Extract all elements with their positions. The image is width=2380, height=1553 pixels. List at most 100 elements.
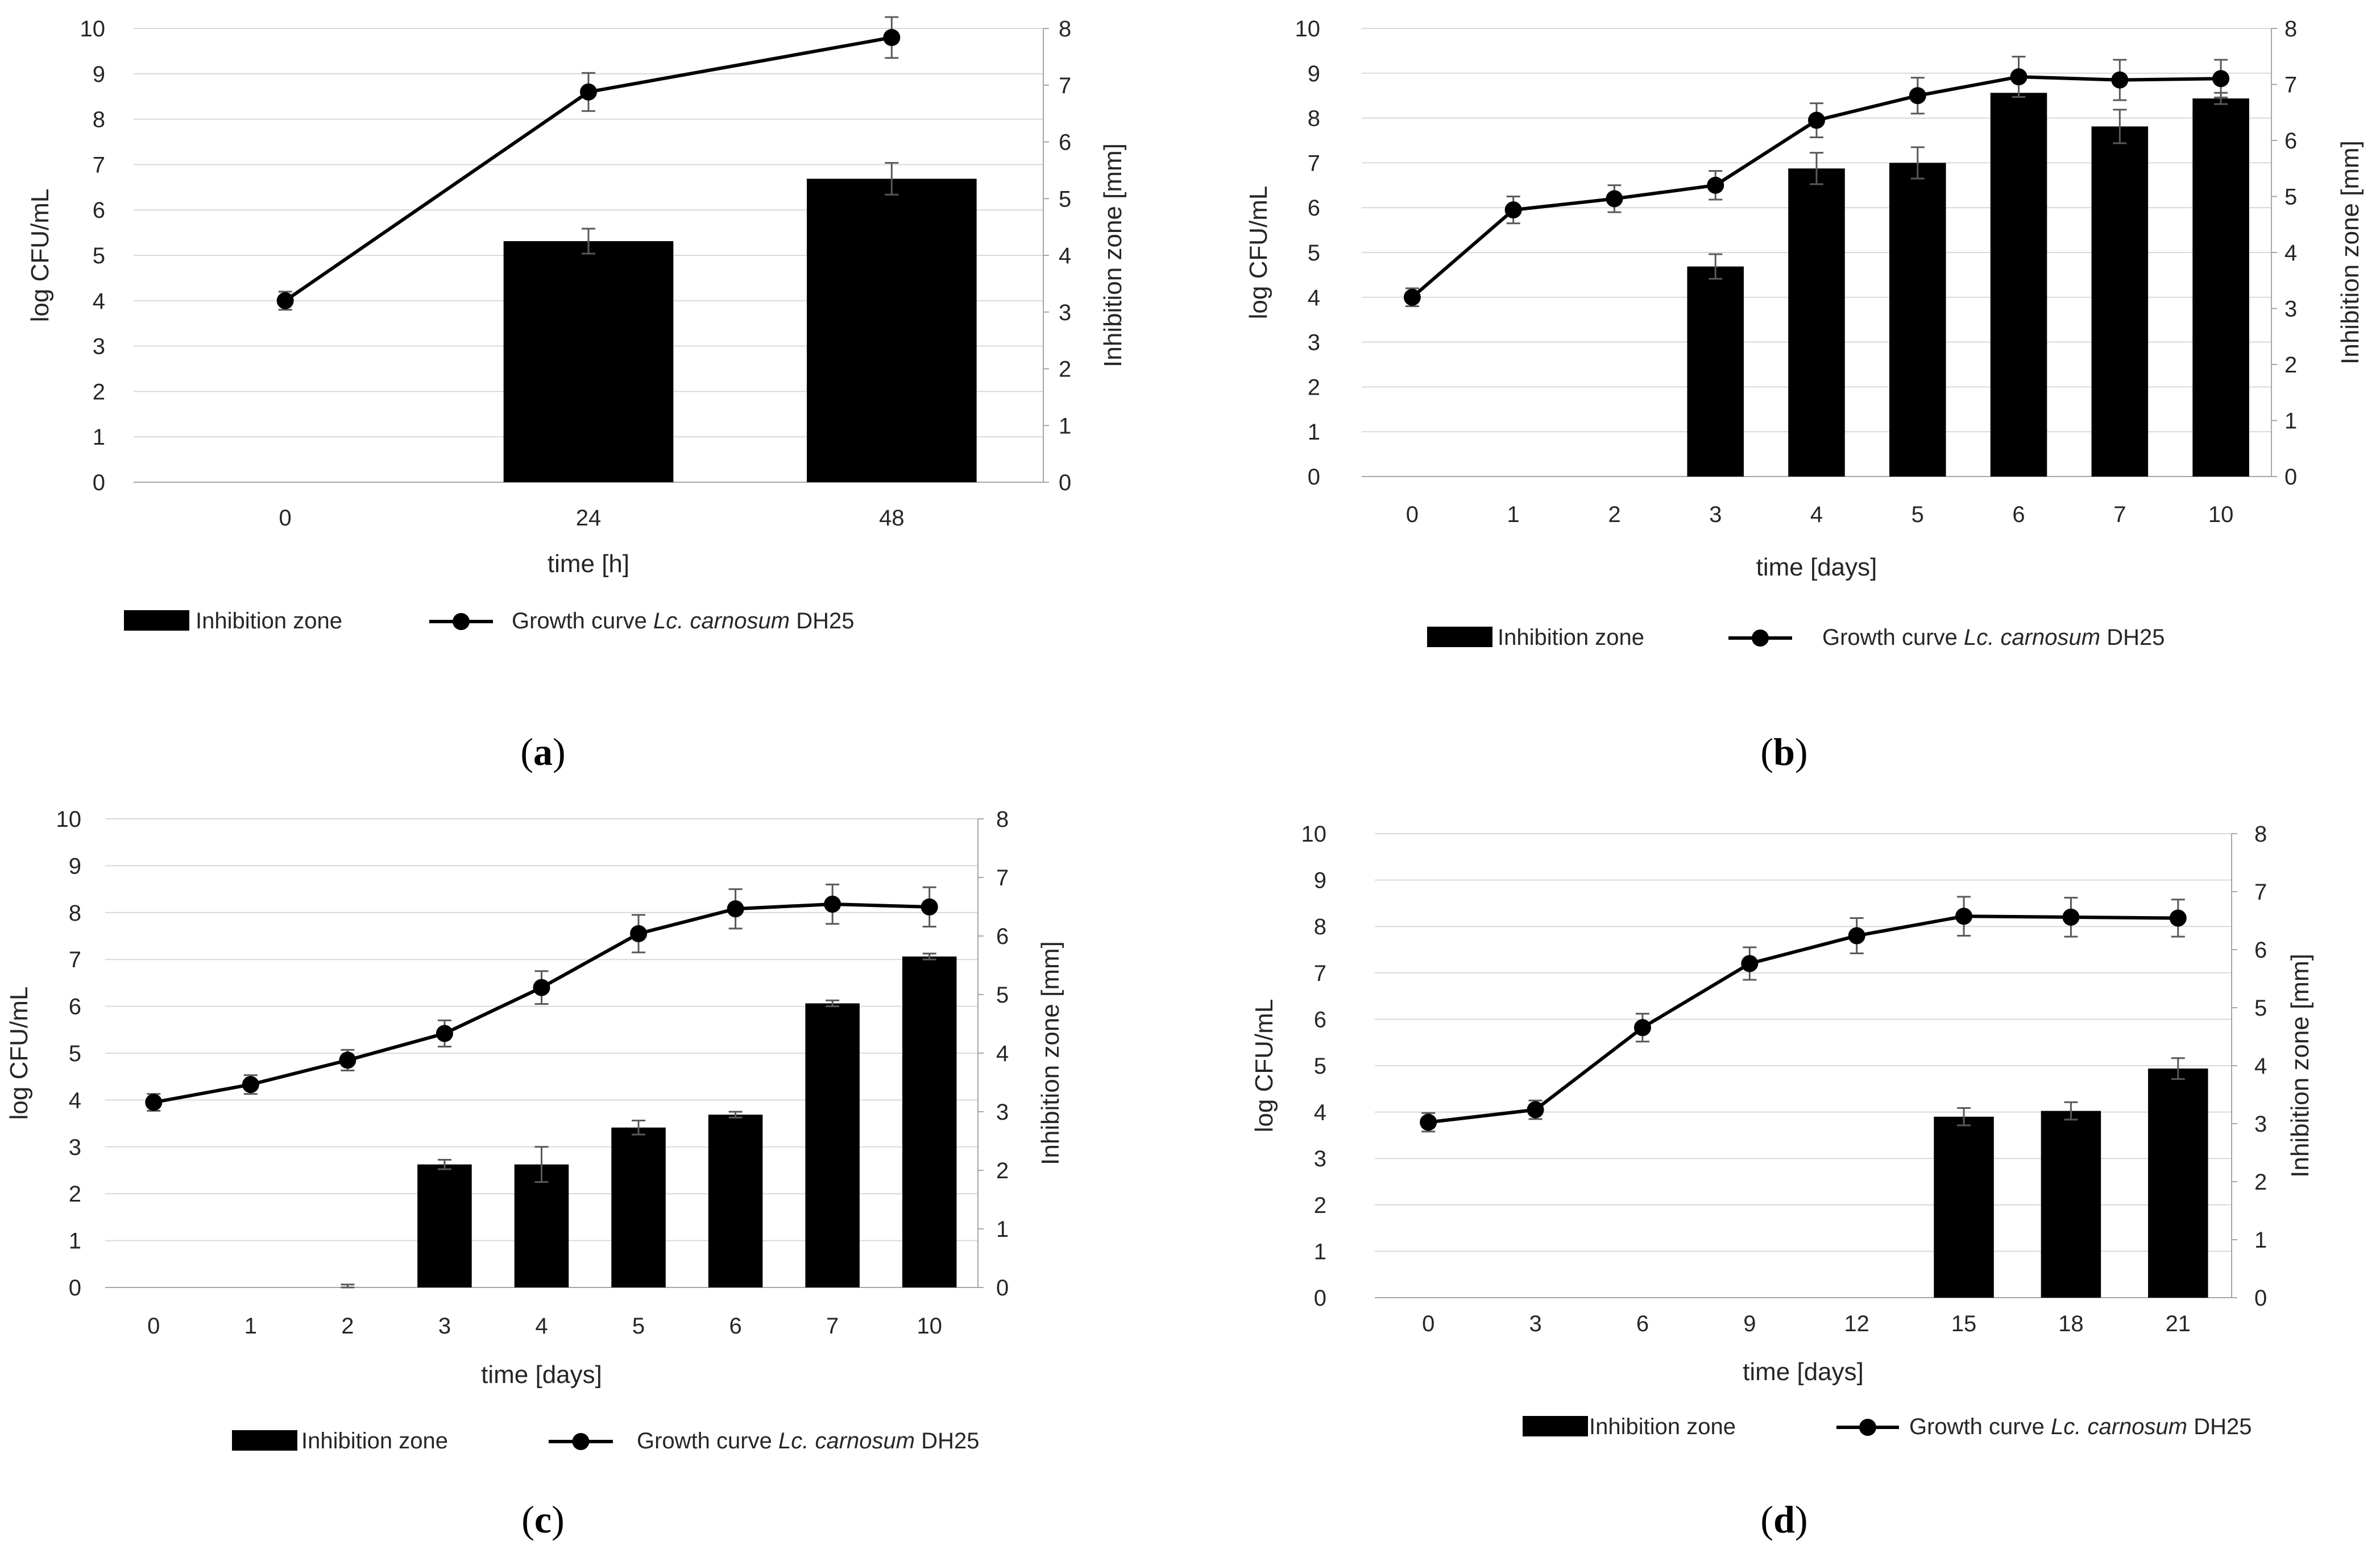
right-tick-label: 2 [2254, 1170, 2267, 1195]
left-tick-label: 7 [69, 947, 81, 972]
growth-curve-line [1428, 914, 2178, 1124]
right-tick-label: 3 [2254, 1112, 2267, 1137]
left-tick-label: 3 [69, 1135, 81, 1160]
left-tick-label: 2 [93, 379, 105, 404]
legend-line-label: Growth curve Lc. carnosum DH25 [512, 608, 854, 633]
right-tick-label: 6 [1059, 130, 1071, 155]
growth-point [533, 979, 550, 996]
right-tick-label: 3 [2284, 297, 2297, 322]
legend-line-marker [453, 613, 470, 630]
right-tick-label: 7 [2254, 880, 2267, 905]
left-tick-label: 6 [69, 995, 81, 1020]
growth-point [883, 28, 901, 46]
left-tick-label: 4 [1308, 285, 1320, 310]
x-tick-label: 7 [826, 1314, 839, 1339]
panel-label-close: ) [1795, 730, 1808, 773]
left-tick-label: 5 [1308, 241, 1320, 266]
left-tick-label: 1 [93, 425, 105, 450]
left-tick-label: 6 [1308, 196, 1320, 221]
right-tick-label: 2 [1059, 357, 1071, 382]
left-tick-label: 8 [69, 901, 81, 926]
x-tick-label: 18 [2058, 1311, 2084, 1336]
x-tick-label: 9 [1743, 1311, 1756, 1336]
panel-label-close: ) [1795, 1498, 1808, 1541]
left-axis-title: log CFU/mL [1250, 999, 1278, 1133]
right-tick-label: 8 [2284, 16, 2297, 42]
bar [2192, 98, 2249, 477]
growth-point [2010, 68, 2027, 86]
bar [1788, 168, 1845, 477]
legend-line-suffix: DH25 [2187, 1414, 2252, 1439]
left-tick-label: 5 [93, 243, 105, 268]
x-tick-label: 1 [1507, 502, 1520, 527]
right-tick-label: 4 [996, 1041, 1009, 1066]
left-tick-label: 1 [69, 1229, 81, 1254]
bar [503, 241, 674, 482]
x-tick-label: 48 [879, 506, 905, 531]
left-tick-label: 7 [1314, 961, 1326, 986]
legend-line-species: Lc. carnosum [653, 608, 790, 633]
legend-line-marker [1752, 630, 1769, 647]
growth-point [1633, 1019, 1651, 1037]
growth-point [276, 292, 294, 309]
legend-line-marker [572, 1433, 590, 1450]
left-tick-label: 2 [1308, 375, 1320, 400]
right-tick-label: 8 [2254, 822, 2267, 847]
left-tick-label: 5 [1314, 1054, 1326, 1079]
bar [1934, 1116, 1994, 1298]
right-tick-label: 7 [2284, 73, 2297, 98]
right-tick-label: 6 [996, 924, 1009, 949]
x-tick-label: 0 [147, 1314, 160, 1339]
chart-panel-b: 0 1 2 3 4 5 6 7 8 9 10 0 1 2 3 4 5 6 7 8 0 1 2 3 4 5 6 7 10 time [day… [1245, 16, 2364, 773]
growth-point [1909, 87, 1926, 105]
right-tick-label: 6 [2284, 129, 2297, 154]
x-tick-label: 5 [1912, 502, 1924, 527]
left-tick-label: 7 [93, 152, 105, 177]
left-tick-label: 10 [1301, 822, 1327, 847]
growth-point [339, 1051, 356, 1069]
left-tick-label: 10 [80, 16, 106, 42]
right-tick-label: 1 [2254, 1228, 2267, 1253]
left-tick-label: 3 [1308, 330, 1320, 355]
left-tick-label: 3 [93, 334, 105, 359]
growth-point [1955, 908, 1973, 925]
left-tick-label: 8 [93, 107, 105, 132]
chart-panel-a: 0 1 2 3 4 5 6 7 8 9 10 0 1 2 3 4 5 6 7 8 0 24 48 time [h] log CF… [26, 16, 1127, 773]
legend-line-marker [1859, 1419, 1876, 1436]
legend-line-prefix: Growth curve [1822, 625, 1964, 650]
right-tick-label: 6 [2254, 938, 2267, 963]
right-tick-label: 7 [1059, 73, 1071, 98]
x-tick-label: 0 [279, 506, 292, 531]
growth-point [436, 1025, 453, 1042]
bar [2148, 1069, 2208, 1298]
growth-point [1504, 201, 1522, 219]
x-tick-label: 4 [1810, 502, 1823, 527]
bar [807, 179, 977, 482]
left-tick-label: 3 [1314, 1146, 1326, 1171]
panel-label-close: ) [553, 730, 566, 773]
x-tick-label: 3 [1709, 502, 1722, 527]
left-tick-label: 1 [1314, 1239, 1326, 1264]
growth-point [1606, 190, 1623, 208]
right-axis-title: Inhibition zone [mm] [1036, 941, 1064, 1165]
growth-point [921, 898, 938, 916]
x-tick-label: 6 [1636, 1311, 1649, 1336]
legend-line-label: Growth curve Lc. carnosum DH25 [1822, 625, 2165, 650]
legend-line-label: Growth curve Lc. carnosum DH25 [637, 1428, 979, 1453]
growth-point [2111, 71, 2129, 89]
bar [1687, 266, 1744, 477]
x-tick-label: 3 [1529, 1311, 1541, 1336]
bar [2091, 126, 2149, 477]
right-tick-label: 1 [1059, 413, 1071, 438]
left-axis-title: log CFU/mL [5, 987, 33, 1120]
left-tick-label: 0 [1314, 1286, 1326, 1311]
legend-bar-label: Inhibition zone [301, 1428, 448, 1453]
growth-point [630, 925, 648, 942]
x-tick-label: 0 [1406, 502, 1419, 527]
right-tick-label: 2 [996, 1158, 1009, 1183]
growth-point [1741, 955, 1759, 972]
right-axis-title: Inhibition zone [mm] [1099, 143, 1127, 367]
x-axis-title: time [days] [1756, 553, 1877, 581]
left-tick-label: 0 [93, 470, 105, 495]
